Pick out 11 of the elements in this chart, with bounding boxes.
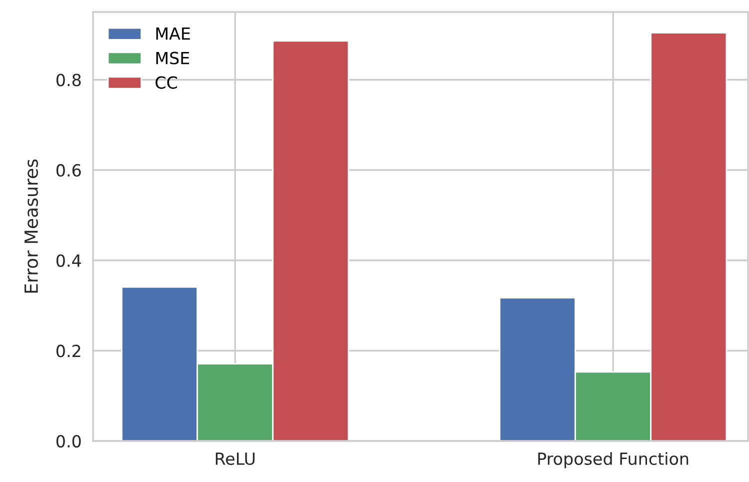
y-tick-label: 0.4 — [56, 254, 81, 267]
y-tick-label: 0.2 — [56, 344, 80, 358]
y-tick-label: 0.6 — [56, 164, 81, 177]
x-tick-label: Proposed Function — [538, 452, 688, 468]
legend-label: MSE — [156, 52, 190, 64]
y-tick-label: 0.0 — [56, 434, 81, 448]
y-tick-label: 0.8 — [56, 74, 81, 86]
x-tick-label: ReLU — [216, 452, 255, 466]
legend-label: MAE — [156, 28, 190, 40]
y-axis-title: Error Measures — [24, 159, 38, 293]
legend-label: CC — [156, 76, 178, 89]
